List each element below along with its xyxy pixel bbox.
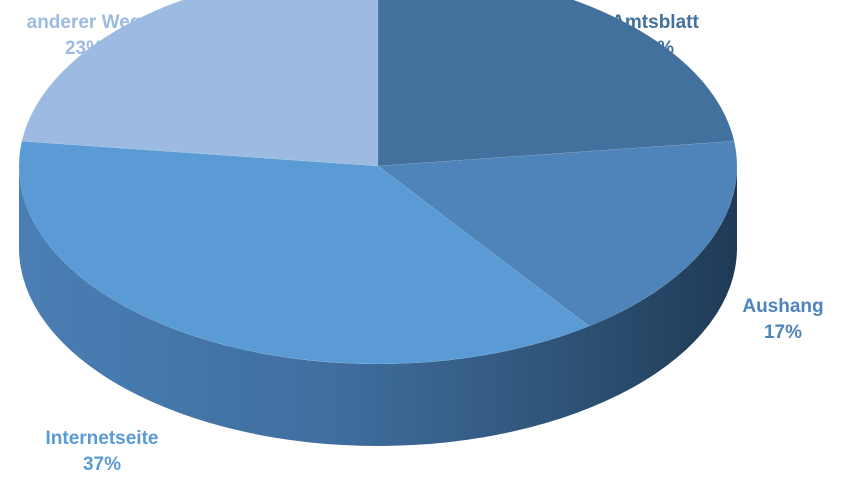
slice-label-amtsblatt: Amtsblatt 23% xyxy=(555,10,755,62)
pie-slice-internetseite xyxy=(18,140,590,365)
slice-label-aushang: Aushang 17% xyxy=(683,294,843,346)
slice-label-anderer-weg: anderer Weg 23% xyxy=(0,10,184,62)
pie-slice-anderer-weg xyxy=(21,0,379,167)
slice-percent: 23% xyxy=(64,38,104,59)
slice-label-internetseite: Internetseite 37% xyxy=(2,426,202,478)
slice-name: anderer Weg xyxy=(26,12,142,33)
slice-name: Aushang xyxy=(742,296,824,317)
slice-percent: 17% xyxy=(763,322,803,343)
slice-name: Amtsblatt xyxy=(611,12,699,33)
slice-percent: 23% xyxy=(635,38,675,59)
slice-percent: 37% xyxy=(82,454,122,475)
slice-name: Internetseite xyxy=(45,428,159,449)
pie-side-wall xyxy=(19,166,737,446)
pie-slice-aushang xyxy=(377,140,738,327)
pie-slice-amtsblatt xyxy=(377,0,735,167)
pie-side-walls xyxy=(19,166,737,446)
pie-top-face xyxy=(18,0,738,365)
